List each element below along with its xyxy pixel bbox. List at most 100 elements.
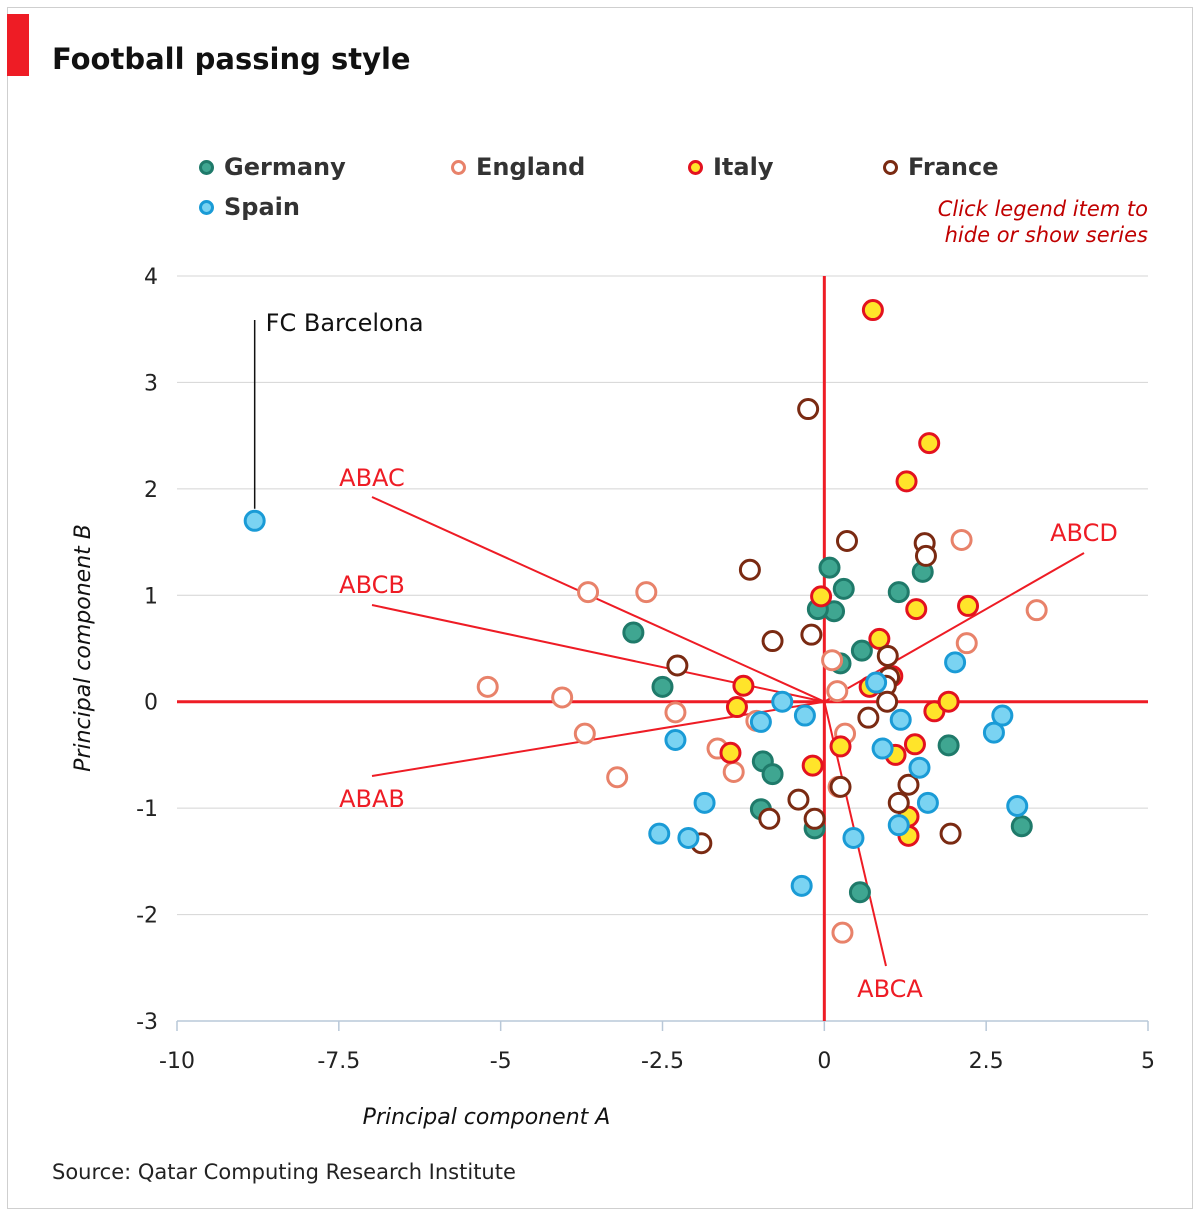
point-france [914,544,937,567]
legend-item-france[interactable]: France [883,153,998,181]
point-spain [916,791,939,814]
point-france [939,822,962,845]
vector-layer [371,496,1085,967]
y-tick-label: 2 [144,478,158,503]
point-spain [1006,795,1029,818]
vector-label-abab: ABAB [339,785,405,813]
point-spain [991,704,1014,727]
point-england [950,528,973,551]
point-england [635,581,658,604]
point-italy [725,696,748,719]
point-germany [622,621,645,644]
point-italy [895,470,918,493]
point-france [887,791,910,814]
legend-label-spain: Spain [224,193,300,221]
legend-marker-spain [199,199,214,215]
point-england [573,722,596,745]
point-england [955,632,978,655]
point-england [606,766,629,789]
point-germany [1010,815,1033,838]
point-france [829,775,852,798]
point-france [738,558,761,581]
point-germany [818,556,841,579]
y-tick-label: 1 [144,584,158,609]
point-spain [889,708,912,731]
point-spain [887,814,910,837]
point-spain [790,874,813,897]
vector-label-abcd: ABCD [1050,519,1118,547]
point-france [761,630,784,653]
x-tick-label: -2.5 [641,1049,684,1074]
point-france [800,623,823,646]
vector-label-abac: ABAC [339,464,405,492]
point-spain [693,791,716,814]
point-france [787,788,810,811]
point-england [722,760,745,783]
legend-label-france: France [908,153,999,181]
x-tick-label: -7.5 [317,1049,360,1074]
point-france [876,644,899,667]
point-spain [793,704,816,727]
y-tick-label: -2 [136,904,158,929]
point-france [797,398,820,421]
point-france [803,807,826,830]
legend-marker-italy [688,159,703,175]
legend-label-england: England [476,153,586,181]
legend-item-england[interactable]: England [451,153,585,181]
legend-marker-france [883,159,898,175]
point-spain [749,710,772,733]
chart-frame [7,7,1193,1209]
point-italy [937,690,960,713]
point-germany [832,577,855,600]
vector-label-abca: ABCA [857,975,923,1003]
chart-title: Football passing style [52,42,411,76]
point-france [758,807,781,830]
vector-abac [371,496,825,703]
x-tick-label: -10 [159,1049,195,1074]
point-italy [868,627,891,650]
point-spain [771,690,794,713]
source-note: Source: Qatar Computing Research Institu… [52,1160,516,1184]
point-spain [865,671,888,694]
legend-marker-england [451,159,466,175]
legend-item-spain[interactable]: Spain [199,193,300,221]
legend-marker-germany [199,159,214,175]
legend-item-germany[interactable]: Germany [199,153,346,181]
point-germany [651,675,674,698]
point-spain [871,737,894,760]
y-tick-label: -1 [136,797,158,822]
label-layer: ABAC ABCB ABAB ABCA ABCD FC Barcelona [253,309,1118,1003]
point-england [821,649,844,672]
point-italy [829,735,852,758]
point-germany [848,881,871,904]
x-tick-label: 5 [1141,1049,1155,1074]
point-england [826,680,849,703]
legend-label-germany: Germany [224,153,346,181]
legend-hint-line-2: hide or show series [944,223,1148,247]
point-layer [243,299,1048,944]
y-tick-label: -3 [136,1010,158,1035]
point-england [1025,599,1048,622]
x-axis-title: Principal component A [363,1105,611,1130]
point-spain [664,729,687,752]
point-england [551,686,574,709]
point-spain [982,721,1005,744]
point-england [831,921,854,944]
legend-item-italy[interactable]: Italy [688,153,773,181]
point-germany [937,734,960,757]
title-accent-bar [7,14,29,76]
point-france [876,690,899,713]
y-tick-label: 4 [144,265,158,290]
point-italy [903,733,926,756]
y-tick-label: 3 [144,371,158,396]
grid-layer [177,275,1148,1022]
point-italy [861,299,884,322]
point-italy [957,594,980,617]
point-france [666,654,689,677]
point-france [897,773,920,796]
point-germany [761,763,784,786]
point-spain [677,826,700,849]
point-spain [648,822,671,845]
